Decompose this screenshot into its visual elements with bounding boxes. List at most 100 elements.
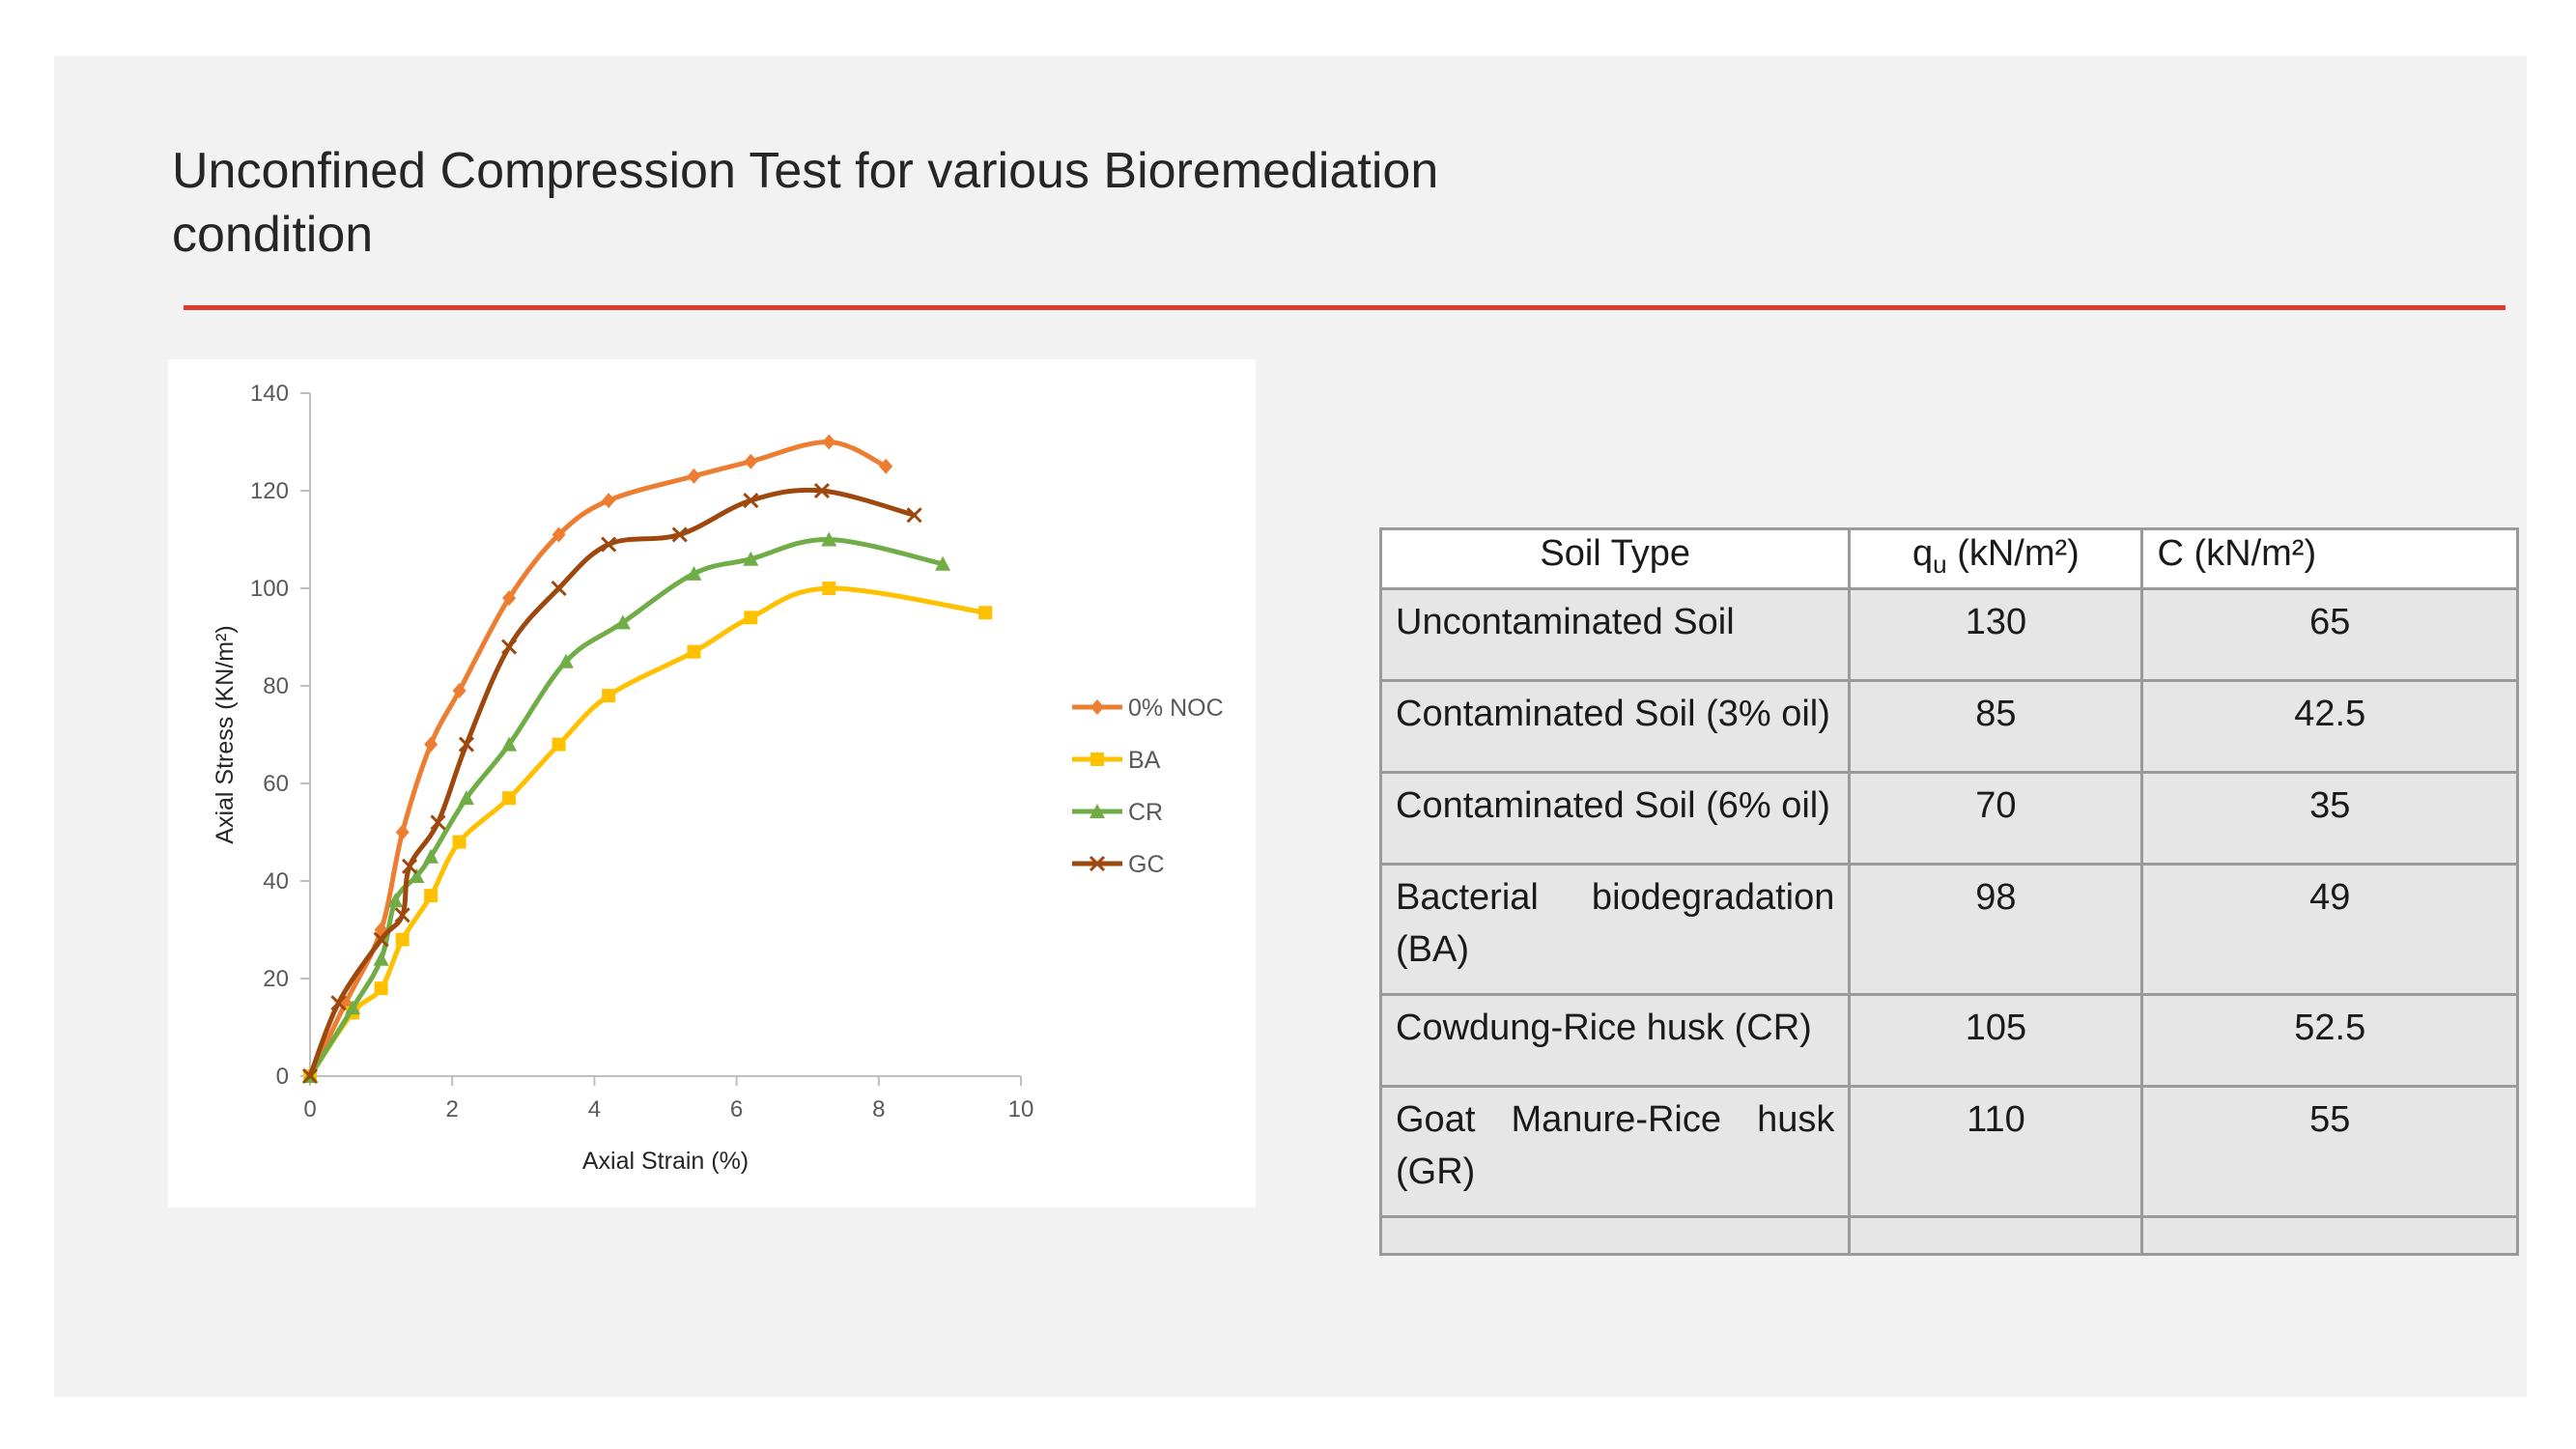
data-point-gc (501, 639, 518, 655)
data-point-gc (394, 907, 410, 923)
header-c: C (kN/m²) (2140, 527, 2519, 590)
y-tick-label: 40 (263, 868, 289, 895)
cell-soil-type: Contaminated Soil (6% oil) (1378, 771, 1852, 866)
header-qu-subscript: u (1933, 550, 1947, 579)
data-point-0-noc (879, 458, 893, 474)
cell-qu: 70 (1848, 771, 2144, 866)
soil-strength-table: Soil Type qu (kN/m²) C (kN/m²) Uncontami… (1378, 527, 2519, 1256)
cell-qu: 110 (1848, 1085, 2144, 1218)
table-row: Cowdung-Rice husk (CR) 105 52.5 (1378, 993, 2519, 1088)
stress-strain-chart: 0 20 40 60 80 100 120 140 0 2 4 6 8 10 Axial Strain (%… (212, 381, 1224, 1175)
y-tick-label: 140 (250, 381, 289, 407)
data-point-ba (452, 835, 467, 849)
cell-c: 65 (2140, 587, 2519, 682)
data-point-cr (557, 653, 574, 668)
legend-label-0-noc: 0% NOC (1128, 695, 1224, 722)
y-tick-label: 60 (263, 771, 289, 797)
x-axis-label: Axial Strain (%) (582, 1148, 749, 1175)
table-row: Bacterial biodegradation (BA) 98 49 (1378, 863, 2519, 996)
table-row: Contaminated Soil (3% oil) 85 42.5 (1378, 679, 2519, 774)
slide-title: Unconfined Compression Test for various … (172, 139, 1621, 267)
legend-label-ba: BA (1128, 747, 1161, 774)
chart-panel: 0 20 40 60 80 100 120 140 0 2 4 6 8 10 Axial Strain (%… (168, 359, 1256, 1208)
data-point-gc (551, 580, 567, 597)
cell-c: 42.5 (2140, 679, 2519, 774)
header-qu-unit: (kN/m²) (1946, 533, 2080, 574)
slide-title-line-1: Unconfined Compression Test for various … (172, 143, 1439, 199)
x-tick-label: 4 (588, 1096, 601, 1122)
title-divider (184, 305, 2505, 310)
data-point-ba (978, 606, 993, 620)
data-point-ba (502, 791, 517, 806)
table-row: Uncontaminated Soil 130 65 (1378, 587, 2519, 682)
legend-marker-cr (1090, 804, 1105, 818)
cell-qu: 85 (1848, 679, 2144, 774)
data-point-0-noc (602, 493, 616, 509)
data-point-ba (687, 644, 701, 659)
header-soil-type: Soil Type (1378, 527, 1852, 590)
cell-qu: 130 (1848, 587, 2144, 682)
cell-soil-type: Cowdung-Rice husk (CR) (1378, 993, 1852, 1088)
data-point-cr (686, 565, 702, 581)
data-point-gc (430, 814, 446, 831)
data-point-0-noc (552, 526, 566, 543)
data-point-0-noc (687, 468, 701, 484)
data-point-gc (906, 507, 922, 524)
data-point-gc (330, 995, 347, 1011)
legend-marker-gc (1089, 855, 1106, 872)
x-tick-label: 8 (872, 1096, 885, 1122)
data-point-cr (821, 531, 837, 547)
cell-c: 35 (2140, 771, 2519, 866)
data-point-gc (813, 482, 830, 499)
series-line-gc (307, 487, 918, 1079)
data-point-0-noc (744, 453, 758, 469)
table-row-empty (1378, 1215, 2519, 1256)
y-tick-label: 120 (250, 478, 289, 504)
table-row: Contaminated Soil (6% oil) 70 35 (1378, 771, 2519, 866)
data-point-cr (409, 867, 425, 883)
data-point-0-noc (452, 683, 467, 699)
data-point-cr (423, 848, 439, 864)
data-point-cr (373, 951, 389, 966)
cell-empty (1378, 1215, 1852, 1256)
data-point-ba (424, 889, 439, 903)
data-point-cr (345, 1000, 361, 1015)
x-tick-label: 2 (446, 1096, 459, 1122)
data-point-ba (822, 582, 836, 595)
cell-empty (1848, 1215, 2144, 1256)
data-point-ba (744, 611, 758, 625)
cell-soil-type: Contaminated Soil (3% oil) (1378, 679, 1852, 774)
series-line-0-noc (307, 439, 889, 1079)
cell-c: 49 (2140, 863, 2519, 996)
cell-c: 52.5 (2140, 993, 2519, 1088)
data-point-cr (458, 790, 474, 806)
cell-qu: 105 (1848, 993, 2144, 1088)
header-qu-symbol: q (1912, 533, 1934, 574)
cell-qu: 98 (1848, 863, 2144, 996)
legend-label-cr: CR (1128, 799, 1163, 826)
data-point-ba (552, 737, 566, 752)
data-point-gc (401, 858, 418, 874)
y-tick-label: 100 (250, 576, 289, 602)
cell-c: 55 (2140, 1085, 2519, 1218)
data-point-cr (614, 614, 631, 630)
slide-background: Unconfined Compression Test for various … (54, 56, 2527, 1397)
cell-soil-type: Goat Manure-Rice husk (GR) (1378, 1085, 1852, 1218)
data-point-gc (301, 1067, 319, 1085)
data-point-cr (387, 893, 404, 908)
data-point-gc (458, 736, 474, 753)
cell-empty (2140, 1215, 2519, 1256)
data-point-cr (501, 736, 518, 752)
y-tick-label: 0 (276, 1064, 289, 1090)
data-point-gc (743, 493, 759, 509)
legend-marker-ba (1090, 753, 1104, 766)
data-point-gc (671, 526, 688, 543)
cell-soil-type: Bacterial biodegradation (BA) (1378, 863, 1852, 996)
x-tick-label: 10 (1008, 1096, 1034, 1122)
y-tick-label: 80 (263, 673, 289, 699)
y-tick-label: 20 (263, 966, 289, 992)
series-line-cr (307, 536, 946, 1079)
data-point-ba (374, 981, 388, 996)
table-row: Goat Manure-Rice husk (GR) 110 55 (1378, 1085, 2519, 1218)
data-point-gc (373, 931, 389, 948)
